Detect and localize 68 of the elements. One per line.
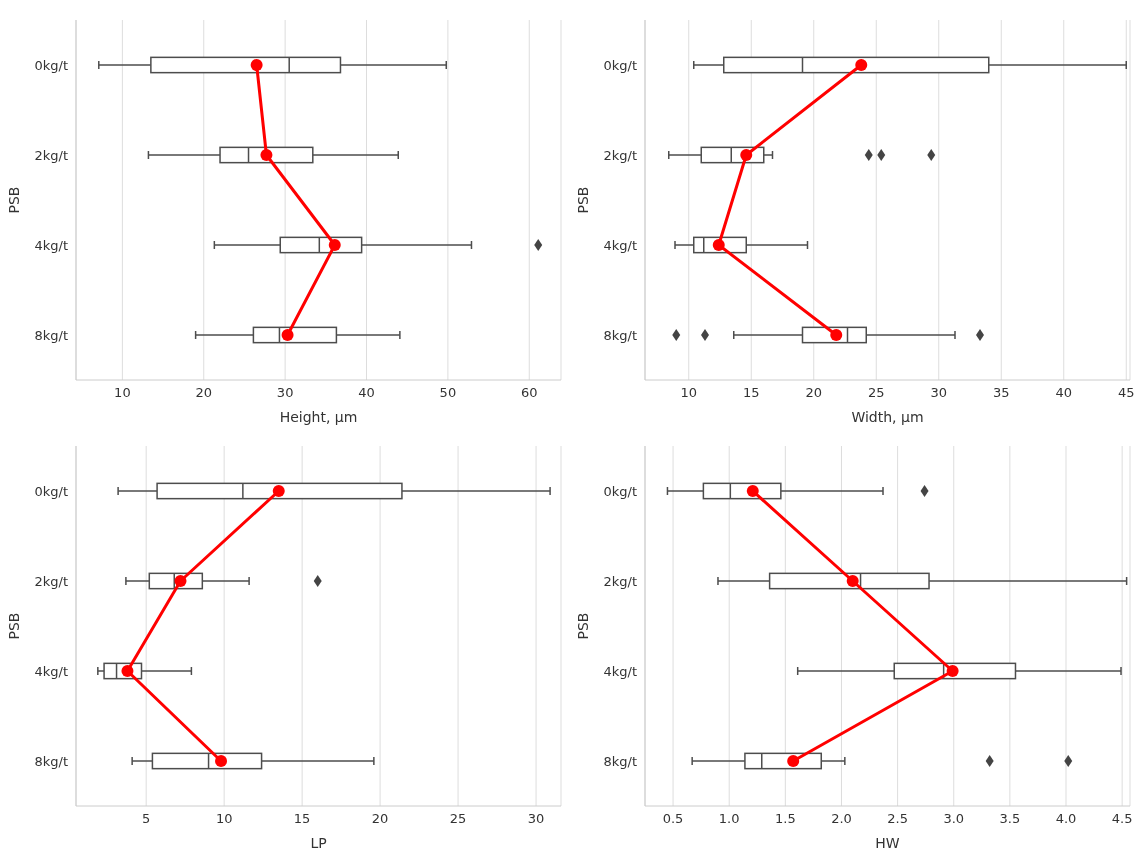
x-axis-title: HW (875, 835, 900, 851)
point (174, 575, 187, 587)
y-tick-label: 4kg/t (603, 237, 637, 253)
point (946, 665, 959, 677)
x-tick-label: 10 (215, 811, 233, 827)
x-tick-label: 0.5 (662, 811, 684, 827)
x-tick-label: 2.0 (831, 811, 852, 827)
point (250, 59, 263, 71)
x-tick-label: 35 (992, 385, 1010, 401)
x-tick-label: 45 (1117, 385, 1135, 401)
x-tick-label: 10 (114, 385, 131, 401)
y-axis-title: PSB (5, 612, 22, 640)
y-tick-label: 8kg/t (34, 753, 68, 769)
x-axis-title: Width, µm (851, 409, 924, 425)
x-tick-label: 1.5 (774, 811, 796, 827)
point (328, 239, 341, 251)
y-tick-label: 4kg/t (34, 237, 68, 253)
y-tick-label: 2kg/t (34, 147, 68, 163)
point (260, 149, 273, 161)
x-tick-label: 50 (439, 385, 457, 401)
x-tick-label: 10 (680, 385, 698, 401)
x-tick-label: 20 (195, 385, 213, 401)
y-tick-label: 4kg/t (34, 663, 68, 679)
x-tick-label: 25 (867, 385, 885, 401)
x-tick-label: 2.5 (887, 811, 908, 827)
y-tick-label: 0kg/t (34, 57, 68, 73)
point (740, 149, 753, 161)
y-tick-label: 0kg/t (603, 483, 637, 499)
point (215, 755, 228, 767)
x-tick-label: 60 (520, 385, 538, 401)
x-tick-label: 20 (805, 385, 823, 401)
x-axis-title: LP (310, 835, 327, 851)
point (746, 485, 759, 497)
y-tick-label: 8kg/t (34, 327, 68, 343)
x-tick-label: 5 (142, 811, 151, 827)
point (272, 485, 285, 497)
x-tick-label: 40 (1055, 385, 1073, 401)
y-tick-label: 2kg/t (603, 147, 637, 163)
point (281, 329, 294, 341)
x-tick-label: 30 (930, 385, 948, 401)
y-tick-label: 4kg/t (603, 663, 637, 679)
y-tick-label: 8kg/t (603, 753, 637, 769)
x-tick-label: 30 (527, 811, 545, 827)
x-tick-label: 25 (449, 811, 467, 827)
y-axis-title: PSB (574, 612, 591, 640)
y-tick-label: 0kg/t (603, 57, 637, 73)
x-tick-label: 3.5 (999, 811, 1021, 827)
y-tick-label: 0kg/t (34, 483, 68, 499)
x-tick-label: 15 (742, 385, 760, 401)
x-tick-label: 30 (276, 385, 294, 401)
x-tick-label: 4.0 (1055, 811, 1077, 827)
x-tick-label: 4.5 (1111, 811, 1133, 827)
point (830, 329, 843, 341)
x-tick-label: 1.0 (718, 811, 740, 827)
y-axis-title: PSB (574, 186, 591, 214)
point (712, 239, 725, 251)
y-tick-label: 2kg/t (603, 573, 637, 589)
y-axis-title: PSB (5, 186, 22, 214)
point (855, 59, 868, 71)
x-tick-label: 40 (358, 385, 375, 401)
point (846, 575, 859, 587)
x-tick-label: 15 (293, 811, 311, 827)
point (787, 755, 800, 767)
x-axis-title: Height, µm (279, 409, 358, 425)
x-tick-label: 3.0 (943, 811, 965, 827)
x-tick-label: 20 (371, 811, 389, 827)
y-tick-label: 2kg/t (34, 573, 68, 589)
y-tick-label: 8kg/t (603, 327, 637, 343)
